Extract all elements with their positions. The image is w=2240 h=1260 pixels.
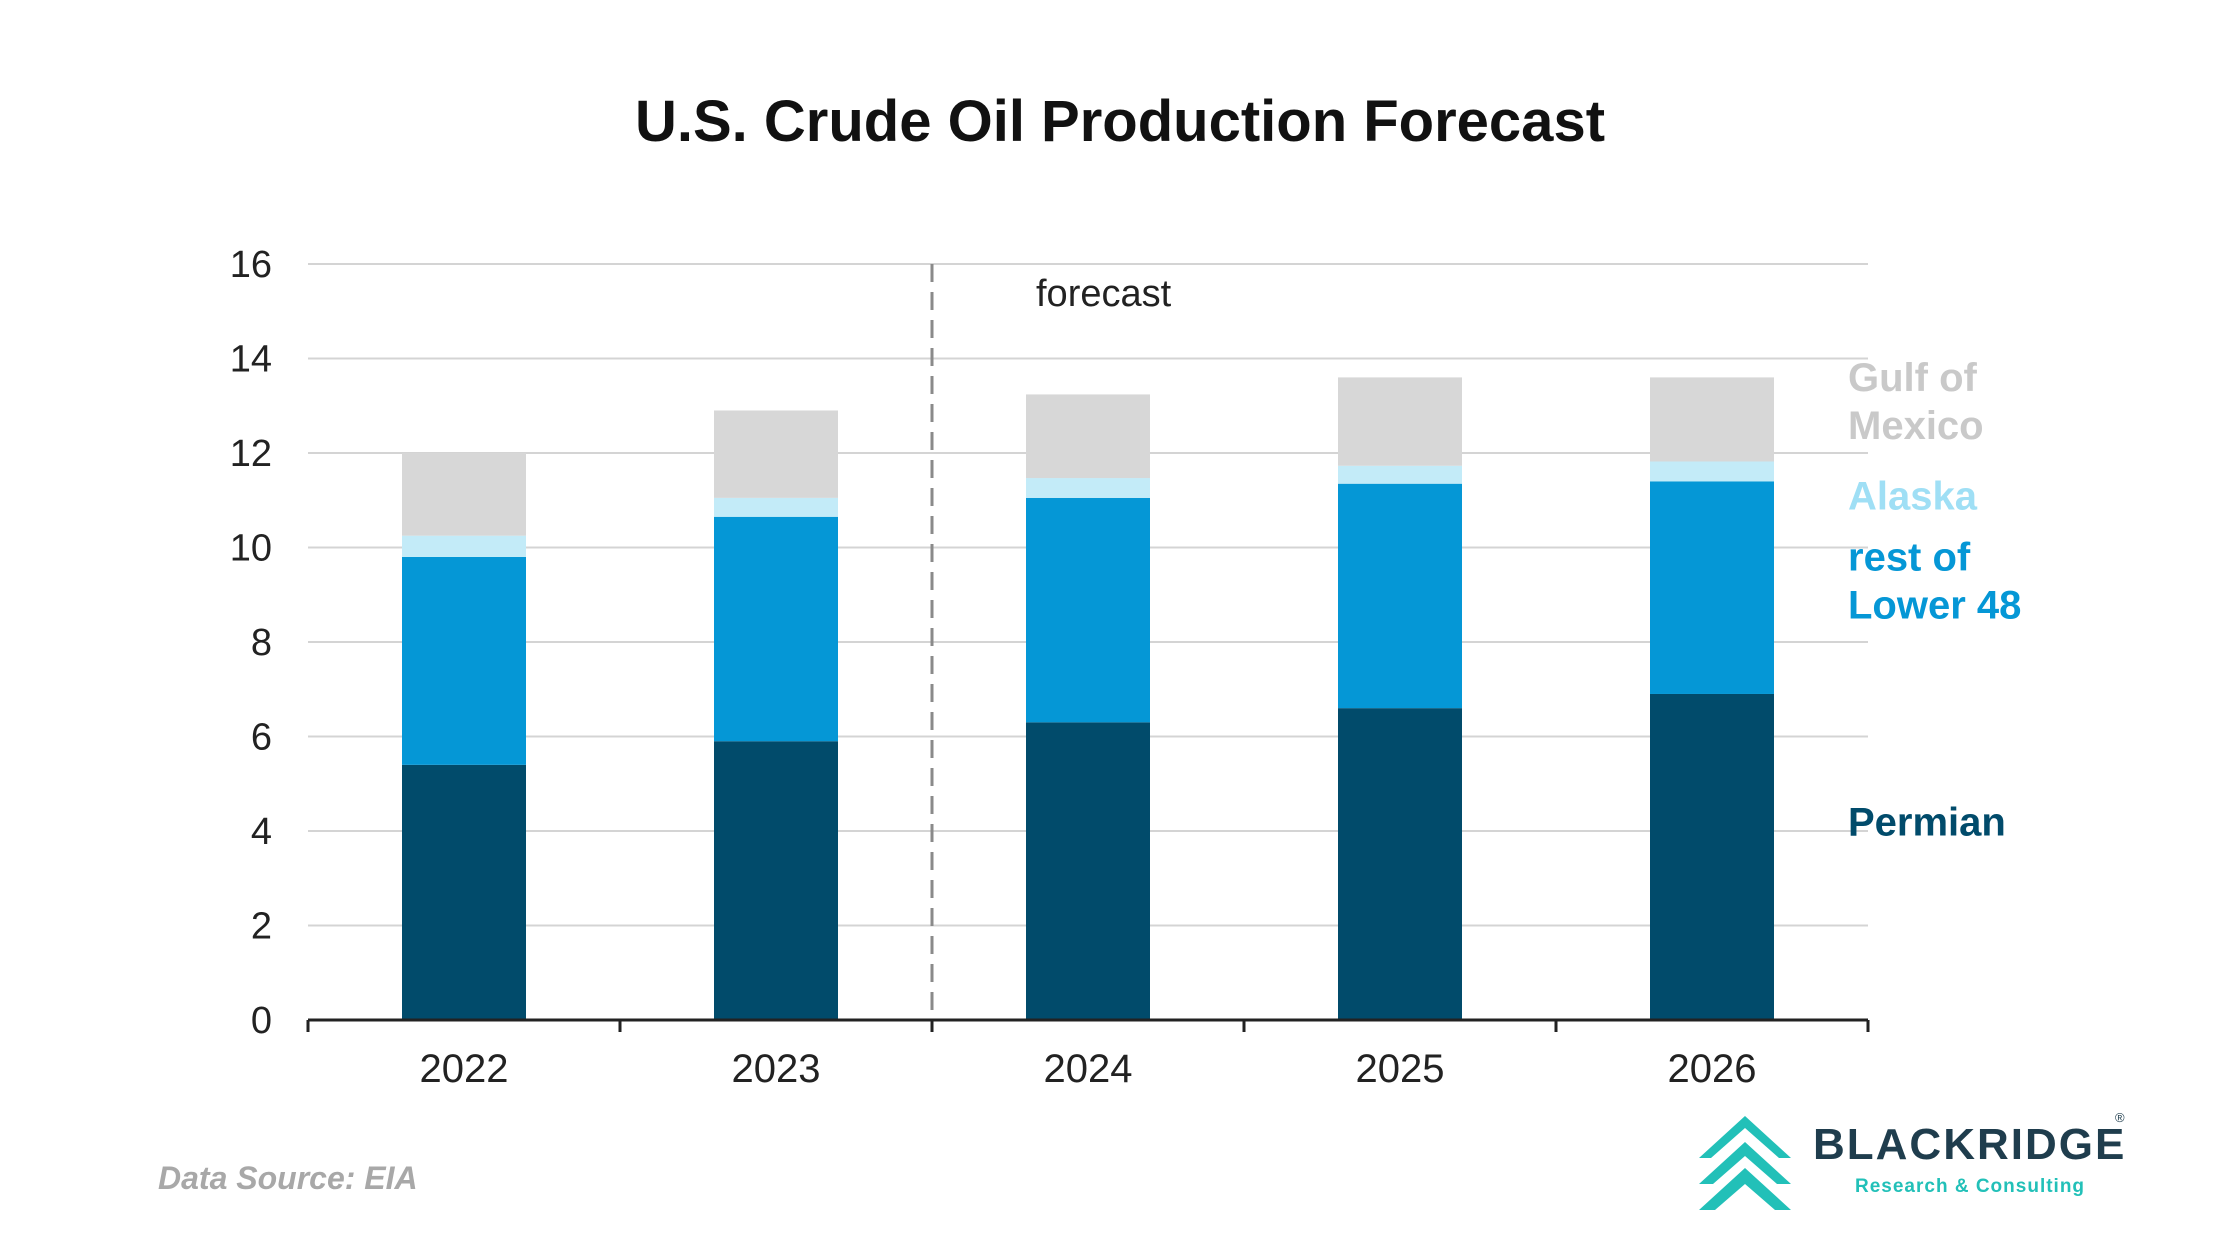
x-tick-label: 2026 — [1668, 1047, 1757, 1091]
bar-segment-gulf-of-mexico — [402, 453, 526, 536]
bar-segment-permian — [402, 764, 526, 1020]
bar-segment-rest-of-lower-48 — [1650, 481, 1774, 694]
x-tick-label: 2024 — [1044, 1047, 1133, 1091]
bar-segment-alaska — [1650, 461, 1774, 482]
data-source-note: Data Source: EIA — [158, 1160, 418, 1196]
y-tick-label: 2 — [251, 906, 272, 948]
bar-segment-permian — [714, 741, 838, 1020]
y-tick-label: 0 — [251, 1000, 272, 1042]
x-tick-label: 2022 — [420, 1047, 509, 1091]
blackridge-logo: BLACKRIDGE ® Research & Consulting — [1695, 1110, 2135, 1212]
bar-segment-permian — [1026, 722, 1150, 1020]
bar-segment-permian — [1650, 693, 1774, 1020]
x-tick-label: 2025 — [1356, 1047, 1445, 1091]
bar-segment-rest-of-lower-48 — [1026, 497, 1150, 723]
bar-segment-rest-of-lower-48 — [1338, 483, 1462, 709]
logo-wordmark: BLACKRIDGE — [1813, 1120, 2127, 1169]
x-tick-label: 2023 — [732, 1047, 821, 1091]
tick-labels: 0 2 4 6 8 10 12 14 16 2022 2023 2024 2025 2026 forecas… — [230, 244, 1757, 1091]
bar-segment-rest-of-lower-48 — [714, 516, 838, 742]
bar-segment-rest-of-lower-48 — [402, 556, 526, 765]
chevron-logo-icon — [1699, 1116, 1791, 1210]
bar-segment-gulf-of-mexico — [1338, 377, 1462, 466]
y-tick-label: 10 — [230, 528, 272, 570]
bar-segment-alaska — [1026, 478, 1150, 498]
y-tick-label: 12 — [230, 433, 272, 475]
y-tick-label: 8 — [251, 622, 272, 664]
forecast-label: forecast — [1036, 273, 1172, 315]
bar-segment-alaska — [402, 535, 526, 557]
y-tick-label: 14 — [230, 339, 272, 381]
bars — [402, 377, 1774, 1020]
page-title: U.S. Crude Oil Production Forecast — [634, 89, 1606, 154]
legend-label-gulf-of-mexico: Gulf of Mexico — [1848, 356, 1984, 448]
stacked-bar-chart: 0 2 4 6 8 10 12 14 16 2022 2023 2024 2025 2026 forecas… — [230, 244, 2022, 1091]
y-tick-label: 16 — [230, 244, 272, 286]
legend-label-rest-of-lower-48: rest of Lower 48 — [1848, 536, 2021, 628]
legend: Permian rest of Lower 48 Alaska Gulf of Mexic… — [1848, 356, 2021, 845]
bar-segment-alaska — [1338, 465, 1462, 484]
legend-label-permian: Permian — [1848, 801, 2006, 845]
bar-segment-gulf-of-mexico — [1026, 394, 1150, 479]
logo-tagline: Research & Consulting — [1855, 1176, 2086, 1197]
bar-segment-alaska — [714, 497, 838, 517]
logo-registered-mark: ® — [2115, 1110, 2125, 1125]
bar-segment-gulf-of-mexico — [714, 410, 838, 498]
legend-label-alaska: Alaska — [1848, 475, 1978, 519]
y-tick-label: 4 — [251, 811, 272, 853]
y-tick-label: 6 — [251, 717, 272, 759]
bar-segment-permian — [1338, 708, 1462, 1020]
bar-segment-gulf-of-mexico — [1650, 377, 1774, 462]
axes — [306, 264, 1870, 1032]
